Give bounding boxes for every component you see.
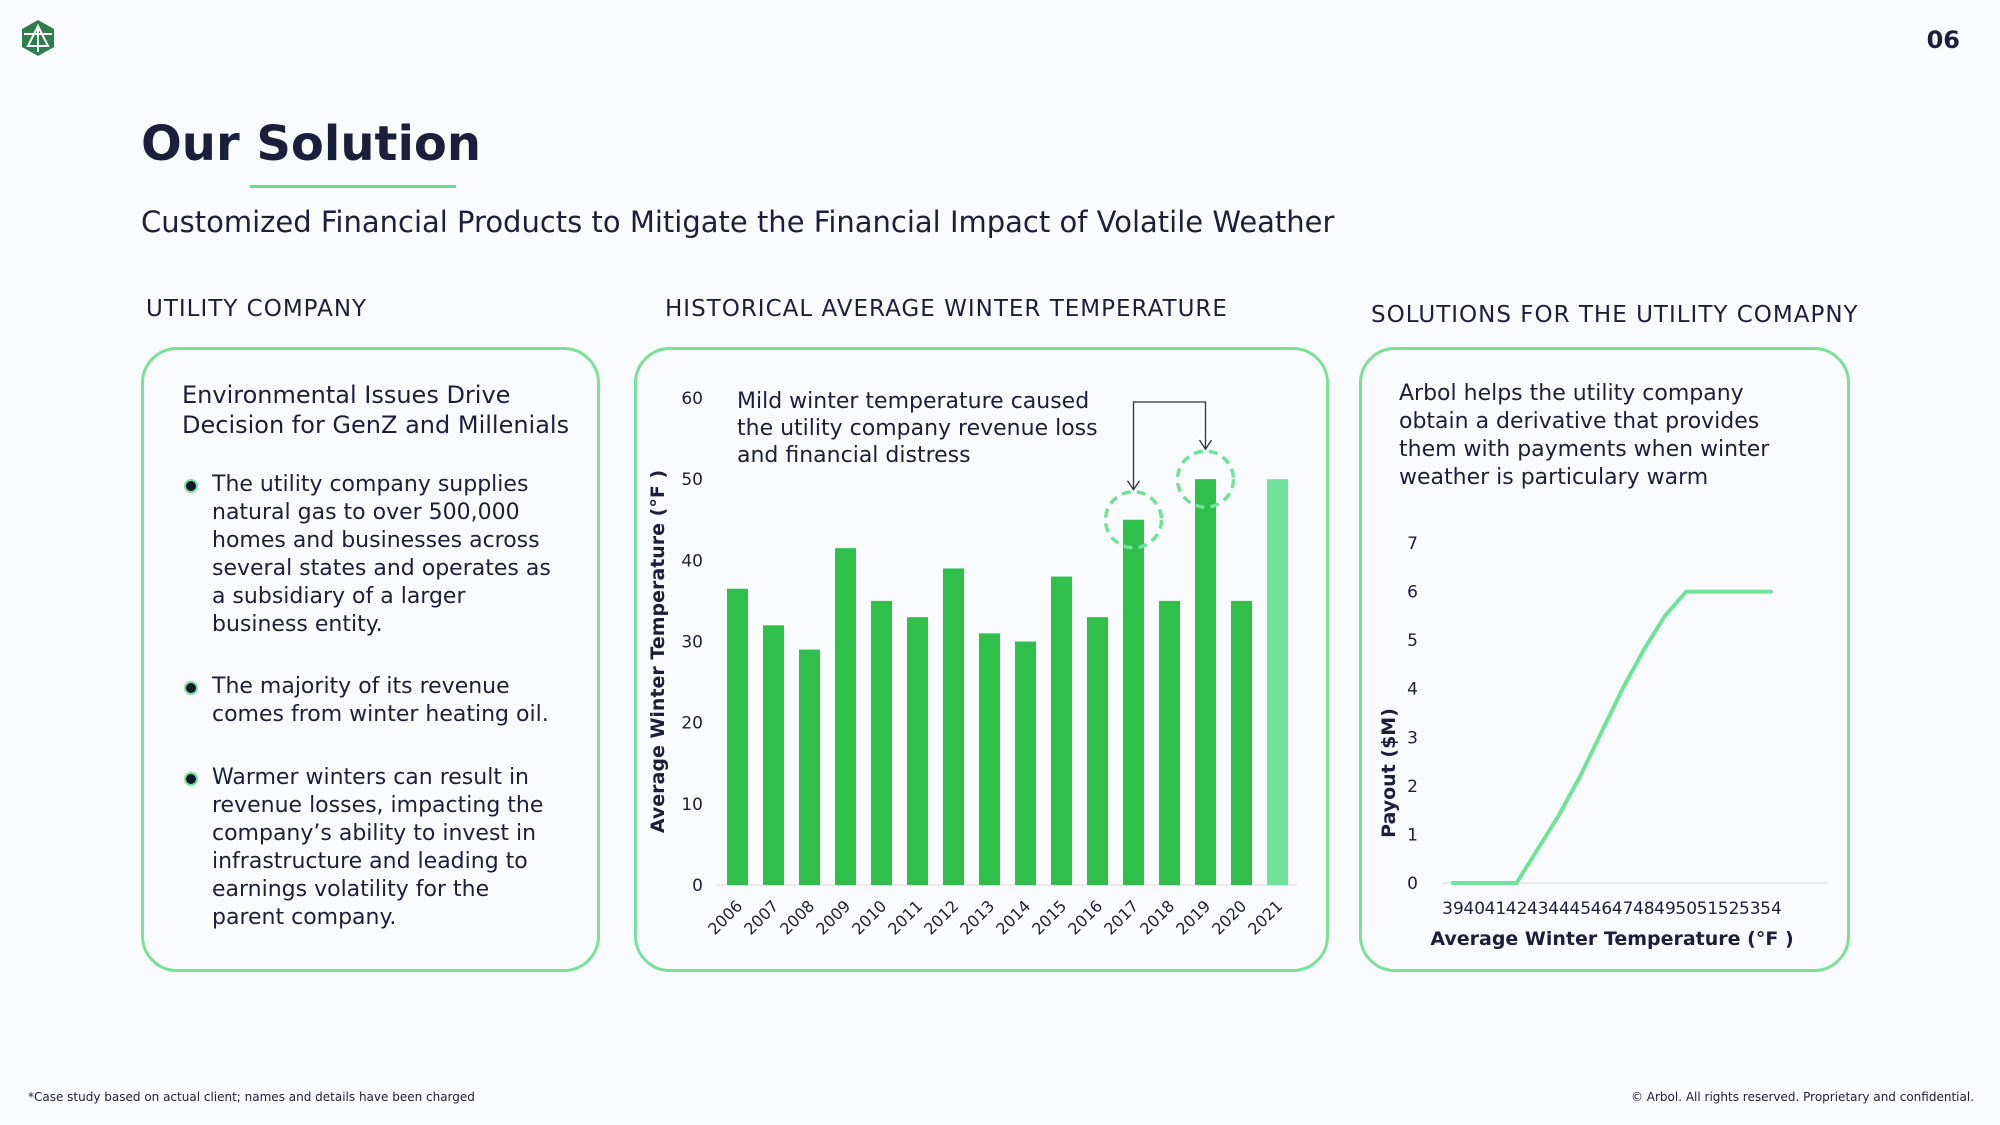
x-tick-label: 2010 <box>848 896 890 938</box>
x-tick-label: 40 <box>1463 899 1485 919</box>
x-tick-label: 44 <box>1548 899 1570 919</box>
bar-2011 <box>907 617 928 885</box>
x-tick-label: 2018 <box>1136 896 1178 938</box>
y-tick-label: 30 <box>681 633 703 653</box>
bar-2009 <box>835 548 856 885</box>
x-tick-label: 54 <box>1760 899 1782 919</box>
chart-annotation: Mild winter temperature caused the utili… <box>737 389 1098 468</box>
utility-company-card: Environmental Issues Drive Decision for … <box>141 347 600 972</box>
x-tick-label: 2020 <box>1208 896 1250 938</box>
bullet-dot-icon <box>184 772 198 786</box>
copyright: © Arbol. All rights reserved. Proprietar… <box>1630 1090 1974 1104</box>
x-tick-label: 47 <box>1612 899 1634 919</box>
x-tick-label: 41 <box>1485 899 1507 919</box>
card-title: Environmental Issues Drive Decision for … <box>182 381 570 439</box>
x-tick-label: 2017 <box>1100 896 1142 938</box>
solution-text: Arbol helps the utility company obtain a… <box>1399 381 1770 490</box>
bar-2019 <box>1195 479 1216 885</box>
y-tick-label: 40 <box>681 551 703 571</box>
y-tick-label: 10 <box>681 795 703 815</box>
y-tick-label: 4 <box>1407 680 1418 700</box>
y-tick-label: 0 <box>692 876 703 896</box>
bar-2016 <box>1087 617 1108 885</box>
title-underline <box>250 185 456 188</box>
x-tick-label: 2013 <box>956 896 998 938</box>
bullet-dot-icon <box>184 681 198 695</box>
page-number: 06 <box>1926 26 1960 54</box>
x-tick-label: 2019 <box>1172 896 1214 938</box>
x-tick-label: 46 <box>1591 899 1613 919</box>
highlight-circle-2017 <box>1103 490 1164 550</box>
y-axis-title: Average Winter Temperature (°F ) <box>647 470 669 833</box>
x-axis-title: Average Winter Temperature (°F ) <box>1430 928 1793 950</box>
page-title: Our Solution <box>141 116 482 172</box>
x-tick-label: 2014 <box>992 896 1034 938</box>
y-tick-label: 2 <box>1407 777 1418 797</box>
utility-company-heading: UTILITY COMPANY <box>146 296 368 322</box>
x-tick-label: 53 <box>1739 899 1761 919</box>
bar-2006 <box>727 588 748 885</box>
x-tick-label: 2011 <box>884 896 926 938</box>
y-tick-label: 7 <box>1407 534 1418 554</box>
x-tick-label: 43 <box>1527 899 1549 919</box>
y-tick-label: 0 <box>1407 874 1418 894</box>
historical-temperature-heading: HISTORICAL AVERAGE WINTER TEMPERATURE <box>665 296 1228 322</box>
footnote: *Case study based on actual client; name… <box>28 1090 475 1104</box>
highlight-circle-2019 <box>1175 449 1236 509</box>
bar-2020 <box>1231 600 1252 885</box>
y-tick-label: 20 <box>681 714 703 734</box>
bullet-dot-icon <box>184 479 198 493</box>
y-tick-label: 50 <box>681 470 703 490</box>
x-tick-label: 45 <box>1569 899 1591 919</box>
x-tick-label: 42 <box>1506 899 1528 919</box>
bullet-item: Warmer winters can result in revenue los… <box>184 764 564 932</box>
x-tick-label: 2006 <box>704 896 746 938</box>
down-arrow-icon <box>1126 480 1141 491</box>
y-tick-label: 5 <box>1407 631 1418 651</box>
x-tick-label: 51 <box>1697 899 1719 919</box>
bullet-text: The majority of its revenue comes from w… <box>212 674 549 727</box>
bar-2013 <box>979 633 1000 885</box>
x-tick-label: 2007 <box>740 896 782 938</box>
x-tick-label: 2016 <box>1064 896 1106 938</box>
bar-2012 <box>943 568 964 885</box>
x-tick-label: 2015 <box>1028 896 1070 938</box>
y-tick-label: 3 <box>1407 728 1418 748</box>
bar-2010 <box>871 600 892 885</box>
x-tick-label: 50 <box>1675 899 1697 919</box>
temperature-bar-chart: 0 10 20 30 40 50 60 Average Winter Temperature … <box>647 389 1297 939</box>
y-axis-title: Payout ($M) <box>1378 708 1400 838</box>
down-arrow-icon <box>1198 439 1213 451</box>
annotation-connector <box>1132 401 1207 490</box>
x-tick-label: 52 <box>1718 899 1740 919</box>
bar-2017 <box>1123 519 1144 885</box>
solutions-heading: SOLUTIONS FOR THE UTILITY COMAPNY <box>1371 302 1859 328</box>
x-tick-label: 2021 <box>1244 896 1286 938</box>
x-tick-label: 2009 <box>812 896 854 938</box>
payout-series-line <box>1451 589 1773 885</box>
bullet-item: The majority of its revenue comes from w… <box>184 673 564 729</box>
solutions-card: Arbol helps the utility company obtain a… <box>1359 347 1850 972</box>
x-tick-label: 39 <box>1442 899 1464 919</box>
temperature-chart-card: 0 10 20 30 40 50 60 Average Winter Temperature … <box>634 347 1329 972</box>
y-tick-label: 60 <box>681 389 703 409</box>
bullet-item: The utility company supplies natural gas… <box>184 471 564 639</box>
bullet-text: Warmer winters can result in revenue los… <box>212 765 544 930</box>
bar-2015 <box>1051 576 1072 885</box>
x-tick-label: 2008 <box>776 896 818 938</box>
x-tick-label: 48 <box>1633 899 1655 919</box>
page-subtitle: Customized Financial Products to Mitigat… <box>141 205 1335 239</box>
x-tick-label: 49 <box>1654 899 1676 919</box>
bar-2021 <box>1267 479 1288 885</box>
y-tick-label: 1 <box>1407 825 1418 845</box>
y-tick-label: 6 <box>1407 583 1418 603</box>
bar-2008 <box>799 649 820 885</box>
bar-2007 <box>763 625 784 885</box>
bar-2018 <box>1159 600 1180 885</box>
arbol-logo-icon <box>22 20 54 56</box>
x-tick-label: 2012 <box>920 896 962 938</box>
bar-2014 <box>1015 641 1036 885</box>
bullet-text: The utility company supplies natural gas… <box>212 472 551 637</box>
